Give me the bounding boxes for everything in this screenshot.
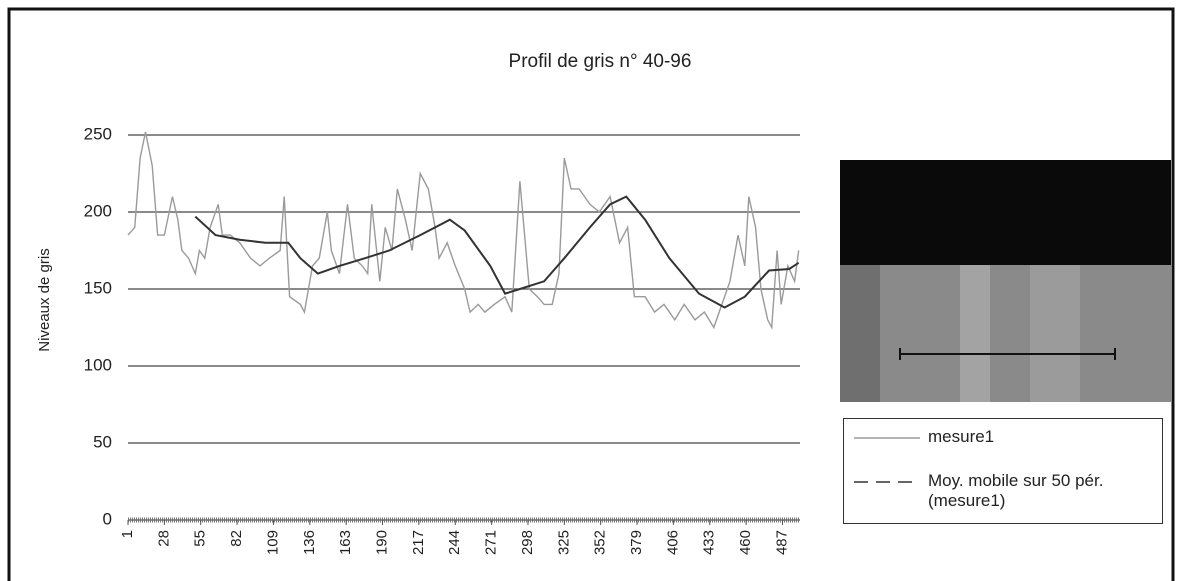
photo [840,160,1171,402]
y-axis-label: Niveaux de gris [36,248,53,351]
x-tick-label: 487 [773,530,790,555]
x-tick-label: 217 [410,530,427,555]
chart-title: Profil de gris n° 40-96 [509,51,692,72]
x-tick-label: 28 [155,530,172,547]
y-tick-label: 0 [103,509,112,528]
x-tick-label: 244 [446,530,463,555]
legend-label: mesure1 [928,427,1158,447]
legend-entry: mesure1 [852,427,1158,447]
x-tick-label: 379 [628,530,645,555]
x-tick-label: 1 [119,530,136,538]
photo-dark [840,160,1171,265]
x-tick-label: 460 [737,530,754,555]
y-tick-label: 100 [84,355,112,374]
x-tick-label: 109 [264,530,281,555]
legend-swatch [852,433,922,443]
x-tick-label: 406 [664,530,681,555]
x-tick-label: 55 [192,530,209,547]
x-tick-label: 271 [483,530,500,555]
legend-swatch [852,477,922,487]
y-tick-label: 200 [84,201,112,220]
x-tick-label: 433 [701,530,718,555]
legend: mesure1 Moy. mobile sur 50 pér. (mesure1) [843,418,1163,524]
y-tick-label: 150 [84,278,112,297]
x-tick-label: 298 [519,530,536,555]
x-tick-label: 82 [228,530,245,547]
legend-entry: Moy. mobile sur 50 pér. (mesure1) [852,471,1158,511]
series-line [195,197,798,308]
legend-label: Moy. mobile sur 50 pér. (mesure1) [928,471,1158,511]
x-tick-label: 352 [592,530,609,555]
photo-stripe [960,265,990,402]
page: Profil de gris n° 40-96 Niveaux de gris … [0,0,1182,581]
x-tick-label: 325 [555,530,572,555]
x-tick-label: 163 [337,530,354,555]
y-tick-label: 50 [93,432,112,451]
photo-stripe [1030,265,1080,402]
y-tick-label: 250 [84,124,112,143]
photo-stripe [840,265,880,402]
x-tick-label: 190 [373,530,390,555]
x-tick-label: 136 [301,530,318,555]
